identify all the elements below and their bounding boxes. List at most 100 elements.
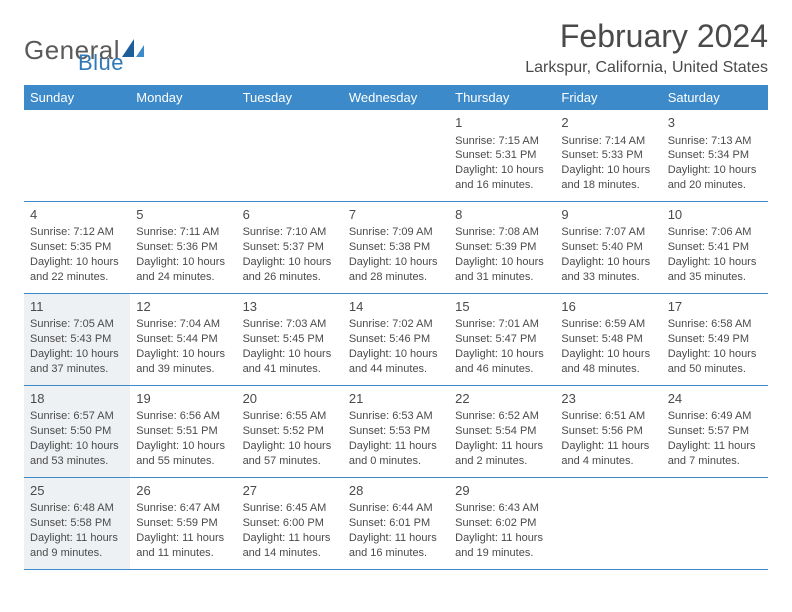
daylight-text: Daylight: 10 hours and 31 minutes. bbox=[455, 255, 549, 285]
day-number: 7 bbox=[349, 206, 443, 224]
calendar-day-cell: 18Sunrise: 6:57 AMSunset: 5:50 PMDayligh… bbox=[24, 386, 130, 477]
daylight-text: Daylight: 10 hours and 55 minutes. bbox=[136, 439, 230, 469]
daylight-text: Daylight: 10 hours and 50 minutes. bbox=[668, 347, 762, 377]
day-number: 2 bbox=[561, 114, 655, 132]
daylight-text: Daylight: 10 hours and 24 minutes. bbox=[136, 255, 230, 285]
daylight-text: Daylight: 11 hours and 7 minutes. bbox=[668, 439, 762, 469]
calendar-week-row: 18Sunrise: 6:57 AMSunset: 5:50 PMDayligh… bbox=[24, 386, 768, 478]
sunrise-text: Sunrise: 7:10 AM bbox=[243, 225, 337, 240]
sunset-text: Sunset: 5:40 PM bbox=[561, 240, 655, 255]
daylight-text: Daylight: 10 hours and 46 minutes. bbox=[455, 347, 549, 377]
calendar-day-cell: 28Sunrise: 6:44 AMSunset: 6:01 PMDayligh… bbox=[343, 478, 449, 569]
day-number: 5 bbox=[136, 206, 230, 224]
calendar-empty-cell bbox=[662, 478, 768, 569]
sunrise-text: Sunrise: 6:53 AM bbox=[349, 409, 443, 424]
sunrise-text: Sunrise: 7:06 AM bbox=[668, 225, 762, 240]
location-text: Larkspur, California, United States bbox=[525, 59, 768, 77]
calendar-header-cell: Thursday bbox=[449, 85, 555, 110]
calendar-header-cell: Wednesday bbox=[343, 85, 449, 110]
header: General Blue February 2024 Larkspur, Cal… bbox=[24, 18, 768, 77]
day-number: 23 bbox=[561, 390, 655, 408]
calendar-day-cell: 2Sunrise: 7:14 AMSunset: 5:33 PMDaylight… bbox=[555, 110, 661, 201]
calendar-empty-cell bbox=[343, 110, 449, 201]
calendar-day-cell: 7Sunrise: 7:09 AMSunset: 5:38 PMDaylight… bbox=[343, 202, 449, 293]
calendar-week-row: 11Sunrise: 7:05 AMSunset: 5:43 PMDayligh… bbox=[24, 294, 768, 386]
sunset-text: Sunset: 5:37 PM bbox=[243, 240, 337, 255]
daylight-text: Daylight: 10 hours and 18 minutes. bbox=[561, 163, 655, 193]
sunrise-text: Sunrise: 7:02 AM bbox=[349, 317, 443, 332]
sunset-text: Sunset: 5:57 PM bbox=[668, 424, 762, 439]
calendar-header-cell: Saturday bbox=[662, 85, 768, 110]
daylight-text: Daylight: 10 hours and 37 minutes. bbox=[30, 347, 124, 377]
sunrise-text: Sunrise: 7:04 AM bbox=[136, 317, 230, 332]
daylight-text: Daylight: 10 hours and 35 minutes. bbox=[668, 255, 762, 285]
day-number: 3 bbox=[668, 114, 762, 132]
day-number: 9 bbox=[561, 206, 655, 224]
day-number: 13 bbox=[243, 298, 337, 316]
calendar-empty-cell bbox=[555, 478, 661, 569]
calendar-day-cell: 21Sunrise: 6:53 AMSunset: 5:53 PMDayligh… bbox=[343, 386, 449, 477]
logo-word2: Blue bbox=[78, 50, 124, 76]
sunset-text: Sunset: 5:48 PM bbox=[561, 332, 655, 347]
sunset-text: Sunset: 5:33 PM bbox=[561, 148, 655, 163]
daylight-text: Daylight: 11 hours and 11 minutes. bbox=[136, 531, 230, 561]
day-number: 12 bbox=[136, 298, 230, 316]
calendar-week-row: 1Sunrise: 7:15 AMSunset: 5:31 PMDaylight… bbox=[24, 110, 768, 202]
daylight-text: Daylight: 10 hours and 16 minutes. bbox=[455, 163, 549, 193]
calendar-day-cell: 27Sunrise: 6:45 AMSunset: 6:00 PMDayligh… bbox=[237, 478, 343, 569]
daylight-text: Daylight: 11 hours and 9 minutes. bbox=[30, 531, 124, 561]
sunset-text: Sunset: 5:35 PM bbox=[30, 240, 124, 255]
calendar-day-cell: 13Sunrise: 7:03 AMSunset: 5:45 PMDayligh… bbox=[237, 294, 343, 385]
sunset-text: Sunset: 5:51 PM bbox=[136, 424, 230, 439]
sunrise-text: Sunrise: 7:13 AM bbox=[668, 134, 762, 149]
sunset-text: Sunset: 5:58 PM bbox=[30, 516, 124, 531]
sunset-text: Sunset: 5:36 PM bbox=[136, 240, 230, 255]
daylight-text: Daylight: 11 hours and 14 minutes. bbox=[243, 531, 337, 561]
daylight-text: Daylight: 10 hours and 41 minutes. bbox=[243, 347, 337, 377]
sunrise-text: Sunrise: 6:56 AM bbox=[136, 409, 230, 424]
sunrise-text: Sunrise: 6:45 AM bbox=[243, 501, 337, 516]
day-number: 4 bbox=[30, 206, 124, 224]
daylight-text: Daylight: 11 hours and 16 minutes. bbox=[349, 531, 443, 561]
calendar-day-cell: 1Sunrise: 7:15 AMSunset: 5:31 PMDaylight… bbox=[449, 110, 555, 201]
daylight-text: Daylight: 10 hours and 33 minutes. bbox=[561, 255, 655, 285]
day-number: 14 bbox=[349, 298, 443, 316]
sunrise-text: Sunrise: 6:52 AM bbox=[455, 409, 549, 424]
calendar-day-cell: 22Sunrise: 6:52 AMSunset: 5:54 PMDayligh… bbox=[449, 386, 555, 477]
daylight-text: Daylight: 11 hours and 2 minutes. bbox=[455, 439, 549, 469]
day-number: 16 bbox=[561, 298, 655, 316]
day-number: 26 bbox=[136, 482, 230, 500]
sunrise-text: Sunrise: 6:49 AM bbox=[668, 409, 762, 424]
day-number: 8 bbox=[455, 206, 549, 224]
sunset-text: Sunset: 5:49 PM bbox=[668, 332, 762, 347]
daylight-text: Daylight: 10 hours and 39 minutes. bbox=[136, 347, 230, 377]
calendar-day-cell: 24Sunrise: 6:49 AMSunset: 5:57 PMDayligh… bbox=[662, 386, 768, 477]
day-number: 27 bbox=[243, 482, 337, 500]
sunrise-text: Sunrise: 6:47 AM bbox=[136, 501, 230, 516]
sunset-text: Sunset: 5:34 PM bbox=[668, 148, 762, 163]
page-title: February 2024 bbox=[525, 18, 768, 55]
daylight-text: Daylight: 10 hours and 48 minutes. bbox=[561, 347, 655, 377]
calendar-empty-cell bbox=[130, 110, 236, 201]
calendar-day-cell: 6Sunrise: 7:10 AMSunset: 5:37 PMDaylight… bbox=[237, 202, 343, 293]
calendar-empty-cell bbox=[24, 110, 130, 201]
sunrise-text: Sunrise: 7:05 AM bbox=[30, 317, 124, 332]
day-number: 20 bbox=[243, 390, 337, 408]
sunrise-text: Sunrise: 7:15 AM bbox=[455, 134, 549, 149]
daylight-text: Daylight: 10 hours and 53 minutes. bbox=[30, 439, 124, 469]
sunrise-text: Sunrise: 6:57 AM bbox=[30, 409, 124, 424]
calendar-day-cell: 9Sunrise: 7:07 AMSunset: 5:40 PMDaylight… bbox=[555, 202, 661, 293]
calendar-day-cell: 19Sunrise: 6:56 AMSunset: 5:51 PMDayligh… bbox=[130, 386, 236, 477]
sunrise-text: Sunrise: 7:12 AM bbox=[30, 225, 124, 240]
calendar-day-cell: 12Sunrise: 7:04 AMSunset: 5:44 PMDayligh… bbox=[130, 294, 236, 385]
sunrise-text: Sunrise: 6:58 AM bbox=[668, 317, 762, 332]
sunset-text: Sunset: 6:00 PM bbox=[243, 516, 337, 531]
logo: General Blue bbox=[24, 24, 124, 76]
calendar-week-row: 25Sunrise: 6:48 AMSunset: 5:58 PMDayligh… bbox=[24, 478, 768, 570]
calendar-header-cell: Friday bbox=[555, 85, 661, 110]
daylight-text: Daylight: 11 hours and 19 minutes. bbox=[455, 531, 549, 561]
sunrise-text: Sunrise: 7:08 AM bbox=[455, 225, 549, 240]
calendar-header-row: SundayMondayTuesdayWednesdayThursdayFrid… bbox=[24, 85, 768, 110]
daylight-text: Daylight: 10 hours and 28 minutes. bbox=[349, 255, 443, 285]
sunrise-text: Sunrise: 7:09 AM bbox=[349, 225, 443, 240]
